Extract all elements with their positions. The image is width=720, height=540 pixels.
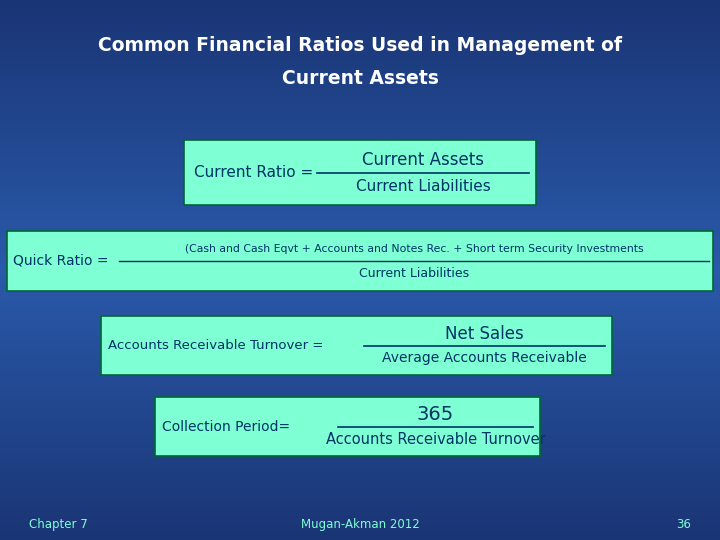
- Text: Accounts Receivable Turnover =: Accounts Receivable Turnover =: [108, 339, 323, 352]
- Text: Common Financial Ratios Used in Management of: Common Financial Ratios Used in Manageme…: [98, 36, 622, 56]
- Text: Collection Period=: Collection Period=: [162, 420, 290, 434]
- Text: Net Sales: Net Sales: [445, 325, 523, 343]
- Text: 36: 36: [676, 518, 691, 531]
- Text: Current Ratio =: Current Ratio =: [194, 165, 314, 180]
- Text: (Cash and Cash Eqvt + Accounts and Notes Rec. + Short term Security Investments: (Cash and Cash Eqvt + Accounts and Notes…: [185, 244, 643, 254]
- Text: Average Accounts Receivable: Average Accounts Receivable: [382, 351, 587, 365]
- Text: Current Liabilities: Current Liabilities: [359, 267, 469, 280]
- Text: Current Assets: Current Assets: [362, 151, 484, 169]
- Text: Quick Ratio =: Quick Ratio =: [13, 254, 109, 268]
- FancyBboxPatch shape: [7, 231, 713, 291]
- Text: Accounts Receivable Turnover: Accounts Receivable Turnover: [325, 431, 546, 447]
- FancyBboxPatch shape: [101, 316, 612, 375]
- Text: Chapter 7: Chapter 7: [29, 518, 88, 531]
- Text: Mugan-Akman 2012: Mugan-Akman 2012: [301, 518, 419, 531]
- Text: 365: 365: [417, 405, 454, 424]
- FancyBboxPatch shape: [155, 397, 540, 456]
- FancyBboxPatch shape: [184, 140, 536, 205]
- Text: Current Assets: Current Assets: [282, 69, 438, 88]
- Text: Current Liabilities: Current Liabilities: [356, 179, 490, 194]
